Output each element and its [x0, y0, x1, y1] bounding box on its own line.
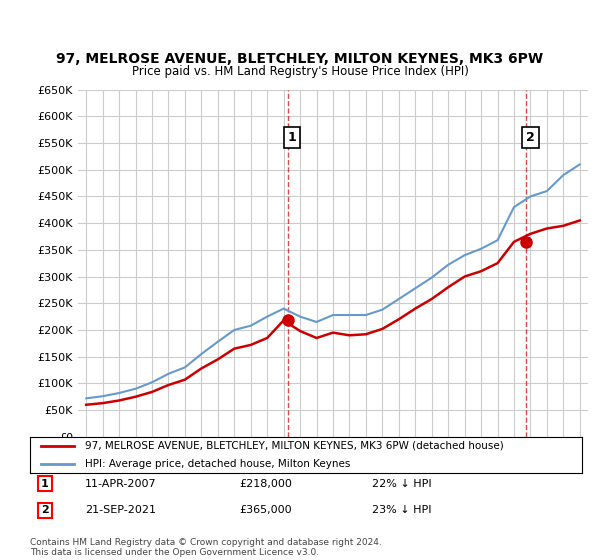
Text: 11-APR-2007: 11-APR-2007	[85, 479, 157, 489]
Text: Contains HM Land Registry data © Crown copyright and database right 2024.
This d: Contains HM Land Registry data © Crown c…	[30, 538, 382, 557]
Text: 2: 2	[526, 131, 535, 144]
Text: 97, MELROSE AVENUE, BLETCHLEY, MILTON KEYNES, MK3 6PW: 97, MELROSE AVENUE, BLETCHLEY, MILTON KE…	[56, 52, 544, 66]
Text: 1: 1	[287, 131, 296, 144]
Text: 23% ↓ HPI: 23% ↓ HPI	[372, 505, 432, 515]
Text: 97, MELROSE AVENUE, BLETCHLEY, MILTON KEYNES, MK3 6PW (detached house): 97, MELROSE AVENUE, BLETCHLEY, MILTON KE…	[85, 441, 504, 451]
Text: 2: 2	[41, 505, 49, 515]
Text: £365,000: £365,000	[240, 505, 292, 515]
Text: Price paid vs. HM Land Registry's House Price Index (HPI): Price paid vs. HM Land Registry's House …	[131, 65, 469, 78]
Text: 1: 1	[41, 479, 49, 489]
Text: £218,000: £218,000	[240, 479, 293, 489]
Text: 22% ↓ HPI: 22% ↓ HPI	[372, 479, 432, 489]
Text: 21-SEP-2021: 21-SEP-2021	[85, 505, 156, 515]
Text: HPI: Average price, detached house, Milton Keynes: HPI: Average price, detached house, Milt…	[85, 459, 350, 469]
